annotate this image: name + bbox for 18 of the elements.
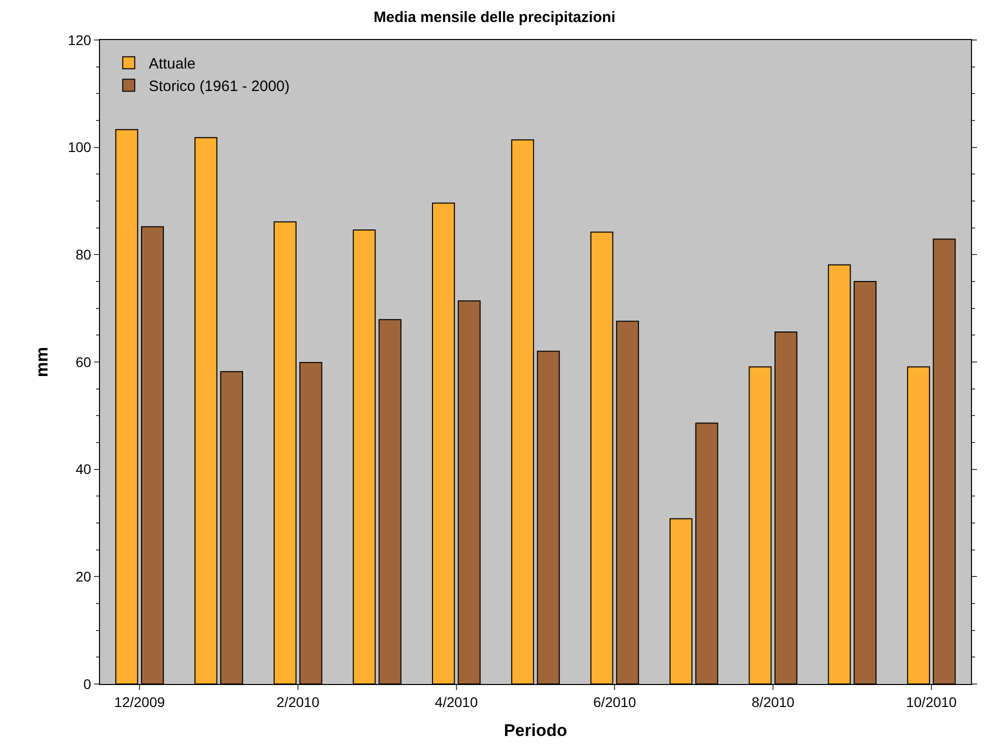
legend-label: Attuale xyxy=(148,56,196,73)
x-tick-label: 10/2010 xyxy=(906,694,957,710)
chart-title: Media mensile delle precipitazioni xyxy=(374,8,616,26)
x-tick-label: 4/2010 xyxy=(434,694,478,710)
y-tick-label: 20 xyxy=(76,568,92,585)
y-axis-title: mm xyxy=(32,346,52,378)
y-tick-label: 100 xyxy=(68,139,92,156)
x-tick-label: 2/2010 xyxy=(276,694,320,710)
x-tick-label: 8/2010 xyxy=(752,694,795,710)
y-tick-label: 80 xyxy=(76,246,92,263)
y-tick-label: 40 xyxy=(76,461,92,478)
y-tick-label: 60 xyxy=(76,354,92,370)
x-tick-label: 6/2010 xyxy=(593,694,636,710)
x-tick-label: 12/2009 xyxy=(114,694,166,710)
x-axis-title: Periodo xyxy=(504,721,568,740)
legend-label: Storico (1961 - 2000) xyxy=(148,78,290,96)
y-tick-label: 120 xyxy=(68,32,92,48)
y-tick-label: 0 xyxy=(83,676,92,692)
